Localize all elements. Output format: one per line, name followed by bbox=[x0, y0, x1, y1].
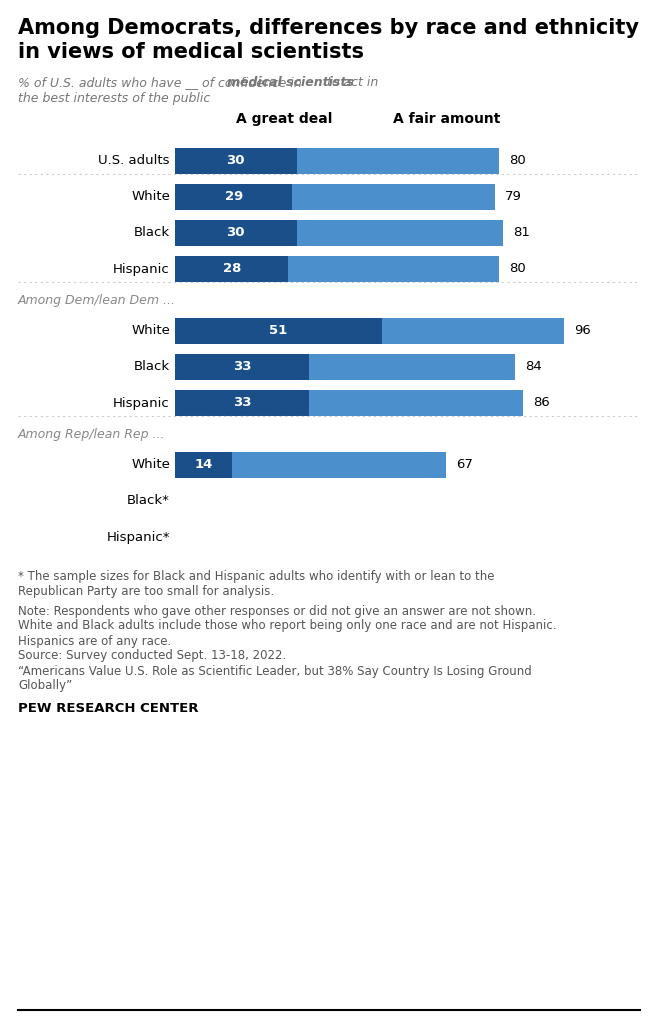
Text: 79: 79 bbox=[505, 190, 522, 204]
Text: medical scientists: medical scientists bbox=[227, 76, 354, 89]
Text: 33: 33 bbox=[232, 396, 251, 410]
Text: Among Rep/lean Rep ...: Among Rep/lean Rep ... bbox=[18, 428, 166, 441]
Text: White: White bbox=[131, 325, 170, 338]
Text: Source: Survey conducted Sept. 13-18, 2022.: Source: Survey conducted Sept. 13-18, 20… bbox=[18, 649, 286, 663]
Bar bbox=[175, 318, 564, 344]
Text: PEW RESEARCH CENTER: PEW RESEARCH CENTER bbox=[18, 702, 199, 716]
Text: the best interests of the public: the best interests of the public bbox=[18, 92, 211, 105]
Text: 29: 29 bbox=[224, 190, 243, 204]
Text: Black: Black bbox=[134, 226, 170, 240]
Text: Black: Black bbox=[134, 360, 170, 374]
Bar bbox=[175, 354, 309, 380]
Bar bbox=[175, 318, 382, 344]
Text: U.S. adults: U.S. adults bbox=[99, 155, 170, 168]
Text: Note: Respondents who gave other responses or did not give an answer are not sho: Note: Respondents who gave other respons… bbox=[18, 604, 536, 617]
Bar bbox=[175, 354, 515, 380]
Text: 96: 96 bbox=[574, 325, 590, 338]
Text: 51: 51 bbox=[269, 325, 288, 338]
Bar bbox=[175, 148, 499, 174]
Bar bbox=[175, 256, 499, 282]
Text: White and Black adults include those who report being only one race and are not : White and Black adults include those who… bbox=[18, 620, 557, 633]
Text: 80: 80 bbox=[509, 155, 526, 168]
Bar bbox=[175, 452, 446, 478]
Text: Republican Party are too small for analysis.: Republican Party are too small for analy… bbox=[18, 585, 274, 598]
Text: “Americans Value U.S. Role as Scientific Leader, but 38% Say Country Is Losing G: “Americans Value U.S. Role as Scientific… bbox=[18, 665, 532, 678]
Text: Hispanic: Hispanic bbox=[113, 262, 170, 275]
Text: 84: 84 bbox=[525, 360, 542, 374]
Text: 86: 86 bbox=[533, 396, 550, 410]
Text: White: White bbox=[131, 459, 170, 471]
Bar bbox=[175, 390, 309, 416]
Bar bbox=[175, 220, 297, 246]
Text: Hispanics are of any race.: Hispanics are of any race. bbox=[18, 635, 171, 647]
Text: * The sample sizes for Black and Hispanic adults who identify with or lean to th: * The sample sizes for Black and Hispani… bbox=[18, 570, 495, 583]
Bar bbox=[175, 148, 297, 174]
Text: Globally”: Globally” bbox=[18, 680, 72, 692]
Text: 30: 30 bbox=[226, 155, 245, 168]
Text: White: White bbox=[131, 190, 170, 204]
Bar bbox=[175, 184, 292, 210]
Text: in views of medical scientists: in views of medical scientists bbox=[18, 42, 364, 62]
Text: 80: 80 bbox=[509, 262, 526, 275]
Bar bbox=[175, 220, 503, 246]
Text: 67: 67 bbox=[457, 459, 473, 471]
Bar bbox=[175, 184, 495, 210]
Text: 81: 81 bbox=[513, 226, 530, 240]
Text: Hispanic: Hispanic bbox=[113, 396, 170, 410]
Text: Among Dem/lean Dem ...: Among Dem/lean Dem ... bbox=[18, 294, 176, 307]
Text: 28: 28 bbox=[222, 262, 241, 275]
Bar bbox=[175, 256, 288, 282]
Text: 33: 33 bbox=[232, 360, 251, 374]
Text: Hispanic*: Hispanic* bbox=[107, 530, 170, 544]
Bar bbox=[175, 452, 232, 478]
Text: A great deal: A great deal bbox=[236, 112, 332, 126]
Text: 30: 30 bbox=[226, 226, 245, 240]
Text: 14: 14 bbox=[194, 459, 213, 471]
Text: % of U.S. adults who have __ of confidence in: % of U.S. adults who have __ of confiden… bbox=[18, 76, 306, 89]
Text: Among Democrats, differences by race and ethnicity: Among Democrats, differences by race and… bbox=[18, 18, 639, 38]
Text: A fair amount: A fair amount bbox=[393, 112, 500, 126]
Text: Black*: Black* bbox=[127, 495, 170, 508]
Text: to act in: to act in bbox=[322, 76, 378, 89]
Bar bbox=[175, 390, 523, 416]
